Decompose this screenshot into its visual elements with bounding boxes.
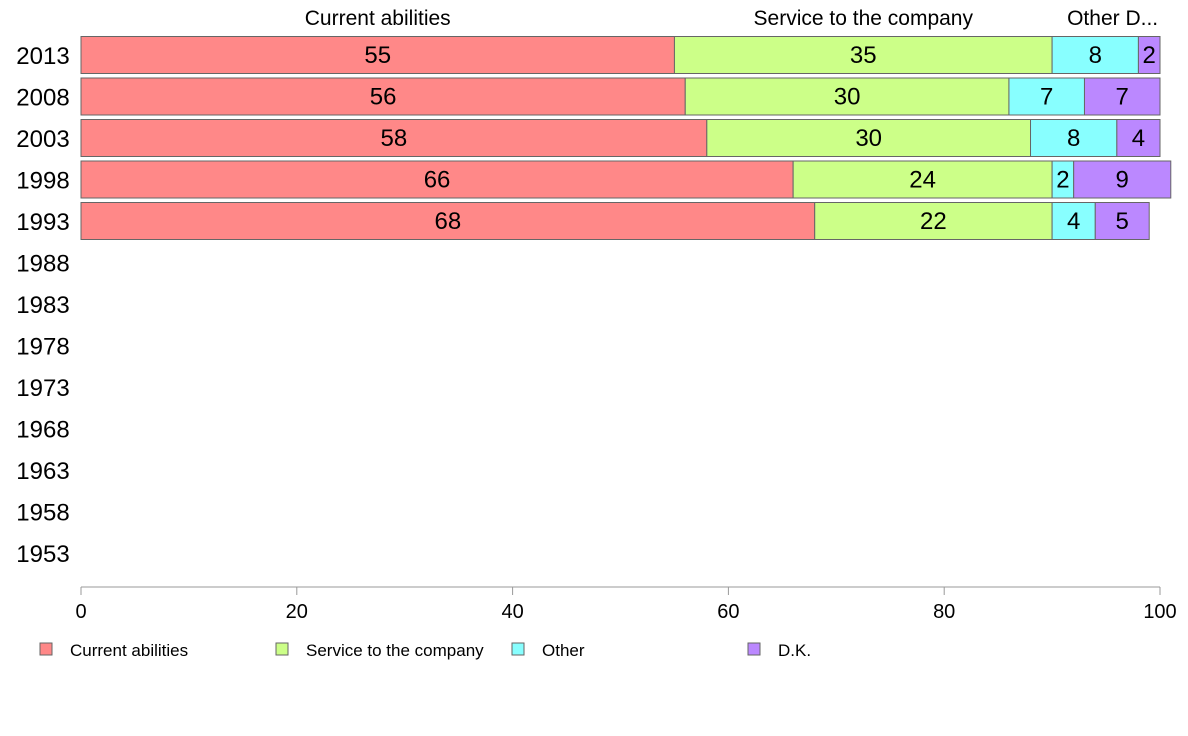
top-category-labels: Current abilities Service to the company O… <box>305 7 1158 30</box>
legend-label: Other <box>542 641 585 660</box>
bar-value-label: 7 <box>1116 84 1129 111</box>
legend-label: Current abilities <box>70 641 188 660</box>
x-axis: 0 20 40 60 80 100 <box>75 586 1177 623</box>
y-tick-label: 2008 <box>16 85 69 112</box>
bar-segment <box>1030 119 1118 157</box>
legend: Current abilities Service to the company O… <box>39 641 811 660</box>
bars: 55 35 8 256 30 7 758 30 8 466 24 2 968 22 4 5 <box>80 36 1172 240</box>
bar-segment <box>1008 77 1085 116</box>
y-tick-label: 1983 <box>16 292 69 319</box>
legend-swatch <box>275 642 289 656</box>
bar-value-label: 58 <box>381 125 408 152</box>
bar-value-label: 30 <box>855 125 882 152</box>
bar-value-label: 55 <box>364 42 391 69</box>
y-tick-label: 1998 <box>16 168 69 195</box>
bar-segment <box>1094 202 1150 240</box>
x-tick-label: 0 <box>75 601 86 623</box>
bar-value-label: 5 <box>1116 208 1129 235</box>
y-tick-label: 1968 <box>16 417 69 444</box>
y-tick-label: 1953 <box>16 541 69 568</box>
bar-segment <box>684 77 1010 116</box>
bar-segment <box>1051 36 1139 74</box>
y-tick-label: 1973 <box>16 375 69 402</box>
y-tick-label: 2003 <box>16 126 69 153</box>
legend-swatch <box>747 642 761 656</box>
bar-segment <box>1083 77 1161 116</box>
bar-value-label: 66 <box>424 167 451 194</box>
bar-value-label: 30 <box>834 84 861 111</box>
bar-segment <box>1073 160 1172 199</box>
bar-value-label: 7 <box>1040 84 1053 111</box>
x-tick-label: 20 <box>286 601 308 623</box>
bar-segment <box>80 119 708 157</box>
bar-segment <box>706 119 1032 157</box>
y-tick-label: 2013 <box>16 43 69 70</box>
bar-value-label: 4 <box>1067 208 1080 235</box>
bar-value-label: 56 <box>370 84 397 111</box>
y-axis-labels: 2013 2008 2003 1998 1993 1988 1983 1978 1973 1968… <box>16 43 69 568</box>
y-tick-label: 1988 <box>16 251 69 278</box>
bar-segment <box>1137 36 1161 74</box>
bar-segment <box>792 160 1053 199</box>
x-tick-label: 100 <box>1143 601 1176 623</box>
bar-value-label: 2 <box>1143 42 1156 69</box>
y-tick-label: 1978 <box>16 334 69 361</box>
top-category-label: Current abilities <box>305 7 451 30</box>
legend-swatch <box>39 642 53 656</box>
top-category-label: Other D... <box>1067 7 1158 30</box>
x-tick-label: 80 <box>933 601 955 623</box>
top-category-label: Service to the company <box>754 7 974 30</box>
legend-swatch <box>511 642 525 656</box>
y-tick-label: 1958 <box>16 500 69 527</box>
bar-value-label: 22 <box>920 208 947 235</box>
bar-value-label: 4 <box>1132 125 1145 152</box>
bar-segment <box>1116 119 1161 157</box>
bar-value-label: 9 <box>1116 167 1129 194</box>
bar-value-label: 8 <box>1089 42 1102 69</box>
bar-value-label: 2 <box>1056 167 1069 194</box>
legend-label: Service to the company <box>306 641 484 660</box>
bar-segment <box>80 77 686 116</box>
bar-value-label: 8 <box>1067 125 1080 152</box>
x-tick-label: 60 <box>717 601 739 623</box>
bar-segment <box>80 160 794 199</box>
bar-segment <box>1051 202 1096 240</box>
bar-value-label: 24 <box>909 167 936 194</box>
bar-segment <box>673 36 1053 74</box>
bar-value-label: 35 <box>850 42 877 69</box>
x-tick-label: 40 <box>501 601 523 623</box>
y-tick-label: 1993 <box>16 209 69 236</box>
legend-label: D.K. <box>778 641 811 660</box>
y-tick-label: 1963 <box>16 458 69 485</box>
bar-segment <box>80 36 675 74</box>
bar-value-label: 68 <box>435 208 462 235</box>
